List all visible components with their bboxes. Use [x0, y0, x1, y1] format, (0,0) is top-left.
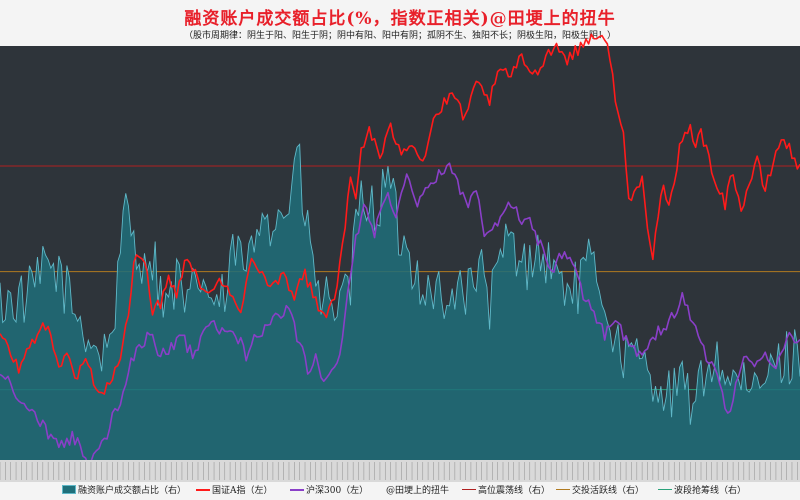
legend-item-3: @田埂上的扭牛 [380, 483, 449, 496]
series-line-1 [0, 33, 800, 395]
legend-swatch [462, 489, 476, 490]
legend-label: 融资账户成交额占比（右） [78, 486, 187, 496]
legend-label: 沪深300（左） [306, 486, 369, 496]
legend-item-1: 国证A指（左） [196, 483, 273, 496]
legend-swatch [556, 489, 570, 490]
legend-label: 波段抢筹线（右） [674, 486, 747, 496]
line-series [0, 33, 800, 466]
legend-label: @田埂上的扭牛 [386, 486, 450, 496]
area-fill-margin-ratio [0, 144, 800, 460]
chart-subtitle: （股市周期律：阴生于阳、阳生于阴；阴中有阳、阳中有阴；孤阴不生、独阳不长；阴极生… [183, 31, 616, 41]
legend-item-6: 波段抢筹线（右） [658, 483, 746, 496]
legend-item-2: 沪深300（左） [290, 483, 368, 496]
legend-swatch [658, 489, 672, 490]
series-line-2 [0, 162, 800, 466]
legend-swatch [196, 488, 210, 491]
legend-item-5: 交投活跃线（右） [556, 483, 644, 496]
legend-label: 国证A指（左） [212, 486, 273, 496]
area-series [0, 143, 800, 460]
legend-swatch [62, 485, 76, 494]
chart-title: 融资账户成交额占比(%，指数正相关)@田埂上的扭牛 [184, 9, 616, 29]
x-axis-ticks [0, 460, 800, 482]
chart-legend: 融资账户成交额占比（右） 国证A指（左） 沪深300（左） @田埂上的扭牛 高位震荡线（… [0, 483, 800, 497]
legend-item-0: 融资账户成交额占比（右） [62, 483, 186, 496]
legend-label: 交投活跃线（右） [572, 486, 645, 496]
area-line-margin-ratio [0, 143, 800, 425]
legend-label: 高位震荡线（右） [478, 486, 551, 496]
legend-item-4: 高位震荡线（右） [462, 483, 550, 496]
legend-swatch [290, 488, 304, 491]
x-axis-band [0, 460, 800, 482]
